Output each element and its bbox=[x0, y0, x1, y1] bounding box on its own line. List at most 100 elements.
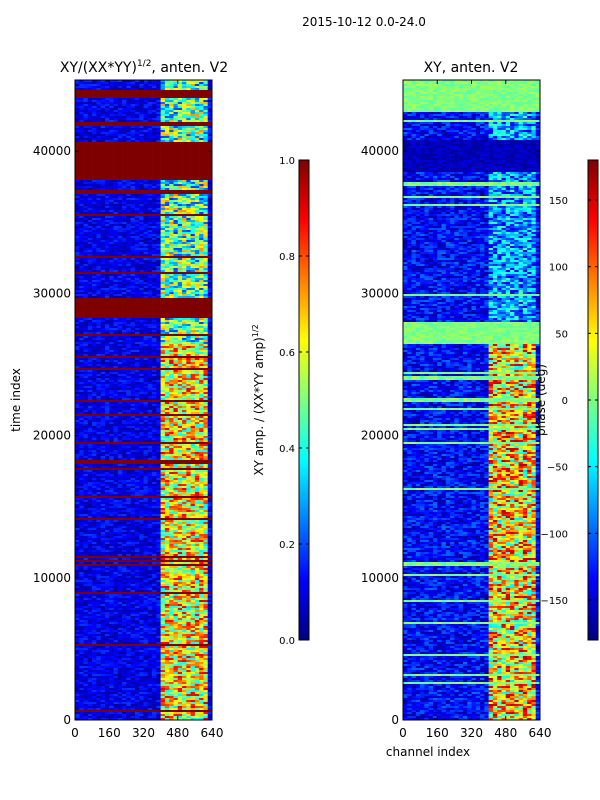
heatmap-cell bbox=[190, 270, 196, 273]
heatmap-cell bbox=[134, 164, 140, 167]
heatmap-cell bbox=[113, 162, 119, 165]
heatmap-cell bbox=[117, 326, 123, 329]
heatmap-cell bbox=[203, 254, 209, 257]
heatmap-cell bbox=[134, 96, 140, 99]
heatmap-cell bbox=[173, 276, 179, 279]
heatmap-cell bbox=[152, 332, 157, 335]
heatmap-cell bbox=[75, 264, 80, 267]
heatmap-cell bbox=[147, 368, 153, 371]
heatmap-cell bbox=[109, 264, 114, 267]
heatmap-cell bbox=[147, 360, 153, 363]
heatmap-cell bbox=[92, 204, 97, 207]
heatmap-cell bbox=[92, 230, 97, 233]
heatmap-cell bbox=[169, 360, 174, 363]
heatmap-cell bbox=[113, 100, 119, 103]
heatmap-cell bbox=[87, 306, 93, 309]
heatmap-cell bbox=[194, 182, 200, 185]
heatmap-cell bbox=[199, 346, 204, 349]
heatmap-cell bbox=[87, 182, 93, 185]
heatmap-cell bbox=[207, 144, 213, 147]
heatmap-cell bbox=[203, 346, 209, 349]
heatmap-cell bbox=[156, 132, 161, 135]
heatmap-cell bbox=[100, 232, 106, 235]
heatmap-cell bbox=[147, 232, 153, 235]
heatmap-cell bbox=[126, 206, 131, 209]
heatmap-cell bbox=[156, 114, 161, 117]
heatmap-cell bbox=[186, 344, 191, 347]
heatmap-cell bbox=[152, 106, 157, 109]
heatmap-cell bbox=[164, 90, 170, 93]
heatmap-cell bbox=[117, 254, 123, 257]
heatmap-cell bbox=[113, 216, 119, 219]
heatmap-cell bbox=[87, 372, 93, 375]
heatmap-cell bbox=[182, 188, 187, 191]
heatmap-cell bbox=[169, 102, 174, 105]
heatmap-cell bbox=[177, 292, 183, 295]
heatmap-cell bbox=[87, 84, 93, 87]
heatmap-cell bbox=[173, 140, 179, 143]
heatmap-cell bbox=[194, 296, 200, 299]
heatmap-cell bbox=[126, 298, 131, 301]
heatmap-cell bbox=[79, 142, 84, 145]
heatmap-cell bbox=[207, 280, 213, 283]
heatmap-cell bbox=[87, 338, 93, 341]
heatmap-cell bbox=[207, 246, 213, 249]
heatmap-cell bbox=[173, 146, 179, 149]
heatmap-cell bbox=[207, 158, 213, 161]
heatmap-cell bbox=[143, 378, 149, 381]
heatmap-cell bbox=[156, 262, 161, 265]
heatmap-cell bbox=[109, 294, 114, 297]
heatmap-cell bbox=[126, 162, 131, 165]
heatmap-cell bbox=[92, 290, 97, 293]
heatmap-cell bbox=[126, 278, 131, 281]
heatmap-cell bbox=[190, 122, 196, 125]
heatmap-cell bbox=[199, 226, 204, 229]
heatmap-cell bbox=[104, 138, 110, 141]
heatmap-cell bbox=[113, 322, 119, 325]
heatmap-cell bbox=[126, 228, 131, 231]
heatmap-cell bbox=[130, 92, 136, 95]
heatmap-cell bbox=[75, 348, 80, 351]
heatmap-cell bbox=[182, 374, 187, 377]
heatmap-cell bbox=[139, 140, 144, 143]
heatmap-cell bbox=[173, 324, 179, 327]
heatmap-cell bbox=[199, 182, 204, 185]
heatmap-cell bbox=[122, 252, 127, 255]
amplitude-title-exponent: 1/2 bbox=[137, 59, 151, 69]
heatmap-cell bbox=[96, 110, 101, 113]
heatmap-cell bbox=[130, 106, 136, 109]
heatmap-cell bbox=[109, 222, 114, 225]
heatmap-cell bbox=[203, 202, 209, 205]
heatmap-cell bbox=[139, 120, 144, 123]
heatmap-cell bbox=[96, 338, 101, 341]
heatmap-cell bbox=[207, 262, 213, 265]
heatmap-cell bbox=[100, 168, 106, 171]
heatmap-cell bbox=[186, 134, 191, 137]
heatmap-cell bbox=[83, 384, 89, 387]
heatmap-cell bbox=[177, 378, 183, 381]
heatmap-cell bbox=[83, 190, 89, 193]
heatmap-cell bbox=[194, 364, 200, 367]
heatmap-cell bbox=[139, 284, 144, 287]
heatmap-cell bbox=[130, 178, 136, 181]
heatmap-cell bbox=[147, 254, 153, 257]
heatmap-cell bbox=[143, 320, 149, 323]
heatmap-cell bbox=[134, 220, 140, 223]
heatmap-cell bbox=[173, 280, 179, 283]
heatmap-cell bbox=[169, 320, 174, 323]
heatmap-cell bbox=[79, 326, 84, 329]
heatmap-cell bbox=[199, 248, 204, 251]
heatmap-cell bbox=[122, 98, 127, 101]
heatmap-cell bbox=[113, 250, 119, 253]
heatmap-cell bbox=[207, 136, 213, 139]
heatmap-cell bbox=[79, 372, 84, 375]
heatmap-cell bbox=[100, 226, 106, 229]
heatmap-cell bbox=[169, 274, 174, 277]
heatmap-cell bbox=[75, 304, 80, 307]
heatmap-cell bbox=[104, 220, 110, 223]
heatmap-cell bbox=[160, 370, 166, 373]
heatmap-cell bbox=[117, 300, 123, 303]
heatmap-cell bbox=[203, 108, 209, 111]
heatmap-cell bbox=[130, 290, 136, 293]
heatmap-cell bbox=[203, 160, 209, 163]
